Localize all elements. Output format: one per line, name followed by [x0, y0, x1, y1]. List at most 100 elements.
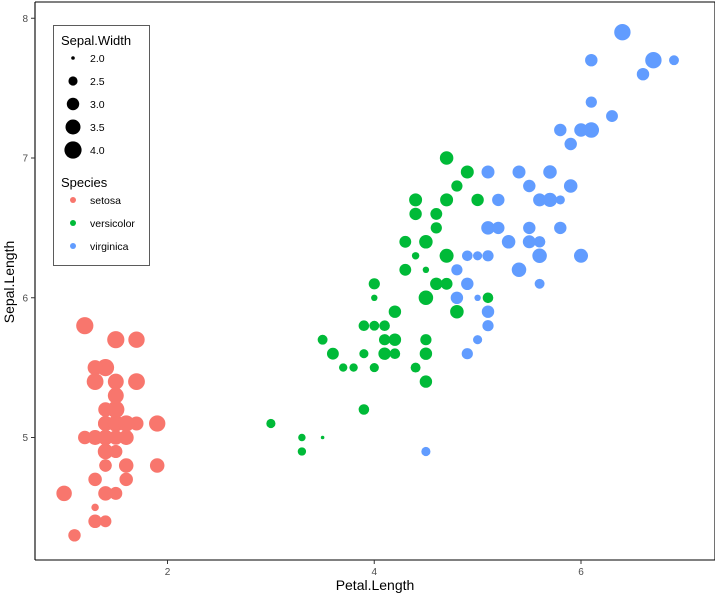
data-point-versicolor: [379, 320, 390, 331]
data-point-versicolor: [369, 363, 379, 373]
y-tick-label: 5: [22, 433, 28, 444]
data-point-versicolor: [368, 278, 380, 290]
data-point-virginica: [501, 235, 516, 249]
data-point-versicolor: [471, 193, 484, 207]
data-point-versicolor: [266, 418, 276, 429]
data-point-versicolor: [317, 334, 328, 345]
data-point-versicolor: [482, 292, 494, 304]
size-legend-key: [66, 97, 80, 111]
data-point-virginica: [462, 250, 473, 262]
data-point-setosa: [119, 459, 133, 472]
data-point-virginica: [522, 235, 536, 249]
data-point-versicolor: [420, 334, 432, 346]
data-point-virginica: [451, 264, 463, 276]
legend: Sepal.Width 2.0 2.5 3.0 3.5 4.0 Species seto…: [53, 25, 150, 266]
data-point-setosa: [98, 486, 113, 501]
data-point-setosa: [87, 430, 103, 445]
x-tick-label: 2: [165, 567, 171, 578]
y-tick-label: 8: [22, 14, 28, 25]
data-point-virginica: [512, 165, 526, 179]
data-point-versicolor: [419, 235, 433, 249]
y-tick-label: 7: [22, 154, 28, 165]
data-point-virginica: [533, 193, 547, 207]
data-point-virginica: [534, 278, 545, 289]
data-point-versicolor: [378, 347, 391, 360]
data-point-versicolor: [451, 180, 463, 192]
y-tick-label: 6: [22, 293, 28, 304]
data-point-versicolor: [409, 193, 423, 207]
color-legend-key: [70, 243, 76, 249]
data-point-versicolor: [369, 320, 380, 331]
data-point-virginica: [473, 335, 483, 345]
data-point-virginica: [542, 192, 558, 207]
data-point-versicolor: [297, 447, 307, 456]
data-point-setosa: [98, 430, 113, 445]
data-point-setosa: [107, 331, 125, 349]
data-point-virginica: [555, 195, 565, 205]
data-point-versicolor: [439, 151, 454, 165]
data-point-virginica: [532, 248, 547, 264]
y-axis-title: Sepal.Length: [1, 241, 17, 324]
data-point-virginica: [533, 236, 546, 248]
size-legend-key: [71, 56, 75, 60]
data-point-versicolor: [440, 278, 453, 290]
size-legend-label: 2.0: [90, 53, 105, 65]
color-legend-label: setosa: [90, 195, 121, 207]
x-axis-title: Petal.Length: [336, 577, 415, 593]
data-point-setosa: [87, 360, 103, 376]
data-point-virginica: [554, 123, 567, 137]
data-point-setosa: [88, 514, 102, 529]
x-axis-ticks: 2 4 6: [165, 560, 584, 578]
data-point-virginica: [481, 221, 495, 235]
size-legend-key: [64, 141, 82, 159]
data-point-setosa: [119, 472, 133, 487]
size-legend-title: Sepal.Width: [61, 33, 131, 48]
data-point-versicolor: [419, 347, 433, 360]
points-layer: [56, 24, 679, 542]
data-point-virginica: [450, 291, 464, 305]
data-point-versicolor: [399, 235, 412, 248]
data-point-versicolor: [320, 435, 325, 440]
data-point-virginica: [482, 250, 494, 262]
color-legend-items: setosa versicolor virginica: [70, 195, 135, 253]
data-point-versicolor: [358, 404, 370, 415]
x-tick-label: 4: [371, 567, 377, 578]
data-point-setosa: [118, 430, 134, 445]
data-point-virginica: [554, 221, 567, 235]
data-point-virginica: [636, 67, 650, 81]
data-point-setosa: [78, 430, 92, 445]
data-point-versicolor: [418, 290, 434, 306]
data-point-virginica: [564, 137, 577, 151]
data-point-virginica: [614, 24, 631, 41]
data-point-versicolor: [430, 222, 442, 234]
data-point-setosa: [107, 400, 125, 419]
size-legend-label: 2.5: [90, 76, 105, 88]
data-point-virginica: [481, 165, 495, 179]
data-point-versicolor: [378, 334, 391, 346]
data-point-virginica: [461, 277, 474, 291]
data-point-versicolor: [389, 348, 401, 359]
data-point-setosa: [118, 415, 135, 432]
data-point-setosa: [97, 443, 114, 460]
data-point-versicolor: [439, 248, 454, 263]
data-point-setosa: [88, 472, 102, 487]
data-point-setosa: [108, 430, 124, 445]
color-legend-key: [70, 220, 76, 226]
data-point-versicolor: [326, 347, 339, 360]
data-point-setosa: [108, 374, 124, 389]
data-point-setosa: [149, 415, 166, 432]
data-point-setosa: [86, 373, 104, 390]
size-legend-label: 3.5: [90, 122, 105, 134]
data-point-versicolor: [450, 304, 464, 319]
data-point-virginica: [421, 446, 431, 457]
data-point-virginica: [492, 193, 505, 207]
color-legend-key: [70, 197, 76, 203]
data-point-virginica: [481, 305, 495, 318]
data-point-virginica: [543, 165, 557, 179]
size-legend-key: [65, 119, 81, 135]
x-tick-label: 6: [578, 567, 584, 578]
data-point-versicolor: [349, 363, 358, 372]
data-point-versicolor: [399, 263, 412, 276]
data-point-versicolor: [388, 305, 402, 318]
